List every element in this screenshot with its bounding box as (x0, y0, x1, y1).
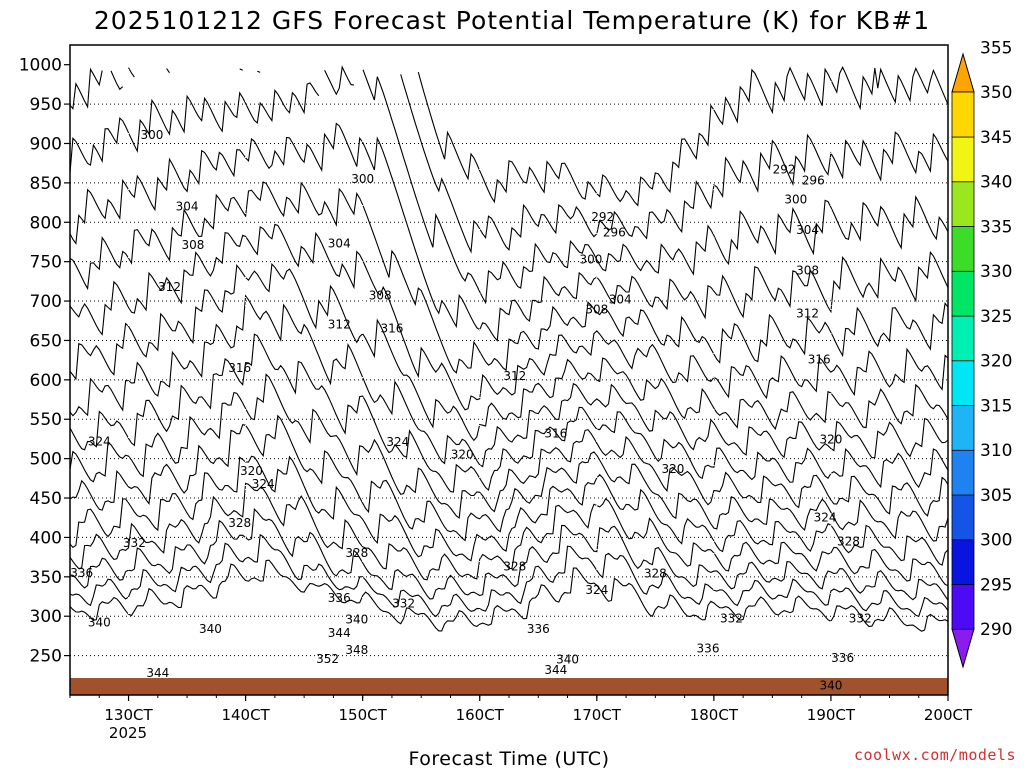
chart-title: 2025101212 GFS Forecast Potential Temper… (94, 6, 930, 35)
